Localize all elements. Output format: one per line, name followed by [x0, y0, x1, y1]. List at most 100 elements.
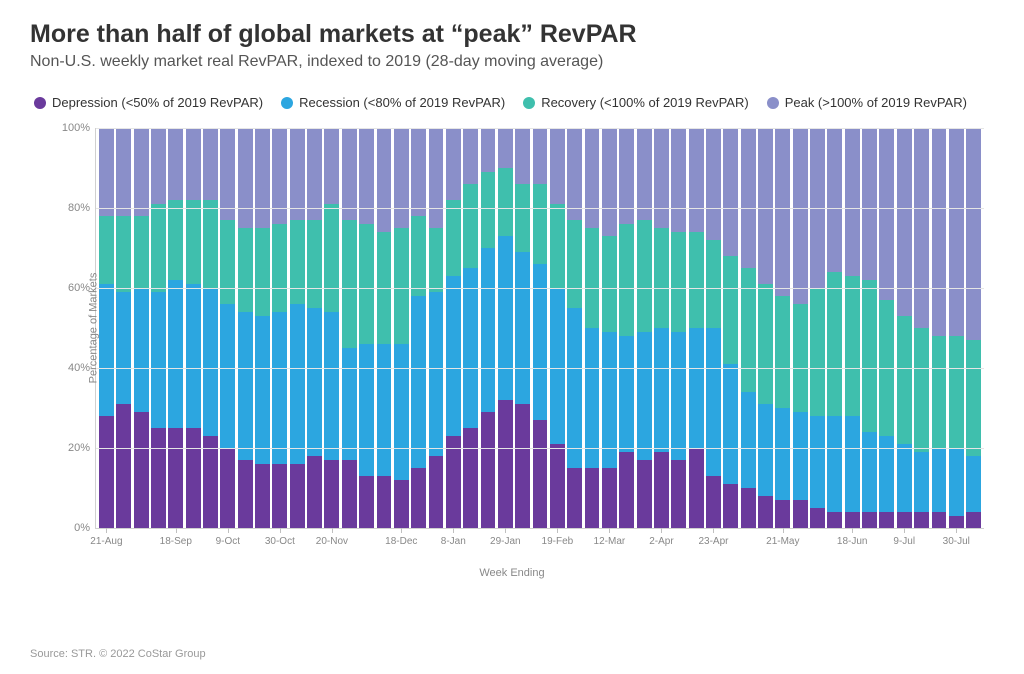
bar-segment-peak: [637, 128, 652, 220]
x-tick-mark: [661, 528, 662, 533]
bar-segment-depression: [220, 448, 235, 528]
bar-segment-recovery: [862, 280, 877, 432]
bar-segment-peak: [723, 128, 738, 256]
bar-segment-peak: [914, 128, 929, 328]
gridline: [96, 288, 984, 289]
bar-segment-depression: [116, 404, 131, 528]
bar-segment-depression: [481, 412, 496, 528]
bar-segment-depression: [689, 448, 704, 528]
bar-segment-recovery: [550, 204, 565, 288]
bar-segment-peak: [689, 128, 704, 232]
bar-column: [186, 128, 201, 528]
bar-segment-peak: [533, 128, 548, 184]
bar-segment-recovery: [463, 184, 478, 268]
bar-segment-peak: [151, 128, 166, 204]
bar-segment-recession: [272, 312, 287, 464]
x-tick-label: 29-Jan: [490, 536, 521, 547]
bar-column: [567, 128, 582, 528]
x-tick-mark: [332, 528, 333, 533]
bar-column: [585, 128, 600, 528]
bar-column: 30-Oct: [272, 128, 287, 528]
bar-segment-recession: [411, 296, 426, 468]
bar-segment-recovery: [151, 204, 166, 292]
bar-segment-peak: [932, 128, 947, 336]
bar-column: 30-Jul: [949, 128, 964, 528]
bar-segment-recovery: [533, 184, 548, 264]
bar-segment-recession: [290, 304, 305, 464]
bar-segment-peak: [879, 128, 894, 300]
bar-column: [723, 128, 738, 528]
chart-page: More than half of global markets at “pea…: [0, 0, 1024, 674]
bar-segment-recovery: [238, 228, 253, 312]
bar-segment-recession: [446, 276, 461, 436]
x-tick-mark: [505, 528, 506, 533]
bar-segment-recovery: [723, 256, 738, 364]
x-tick-label: 20-Nov: [316, 536, 348, 547]
bar-segment-recession: [550, 288, 565, 444]
bar-segment-recession: [689, 328, 704, 448]
bar-segment-recovery: [186, 200, 201, 284]
bar-segment-recovery: [99, 216, 114, 284]
bar-segment-peak: [307, 128, 322, 220]
bar-segment-depression: [671, 460, 686, 528]
bar-segment-depression: [741, 488, 756, 528]
x-tick-mark: [176, 528, 177, 533]
bar-column: [359, 128, 374, 528]
bar-column: [238, 128, 253, 528]
bar-segment-recession: [810, 416, 825, 508]
bar-segment-recession: [116, 292, 131, 404]
bar-column: [758, 128, 773, 528]
bar-segment-peak: [845, 128, 860, 276]
bar-segment-recession: [897, 444, 912, 512]
bar-column: [879, 128, 894, 528]
bar-segment-recovery: [637, 220, 652, 332]
bar-column: [810, 128, 825, 528]
x-tick-mark: [956, 528, 957, 533]
bar-column: 2-Apr: [654, 128, 669, 528]
bar-column: [637, 128, 652, 528]
bar-segment-peak: [324, 128, 339, 204]
x-tick-mark: [453, 528, 454, 533]
bar-column: 23-Apr: [706, 128, 721, 528]
bar-column: [914, 128, 929, 528]
bar-segment-peak: [394, 128, 409, 228]
bar-segment-recession: [723, 364, 738, 484]
bar-segment-depression: [151, 428, 166, 528]
bar-segment-recovery: [914, 328, 929, 452]
bar-column: [932, 128, 947, 528]
bar-segment-depression: [498, 400, 513, 528]
bar-column: [689, 128, 704, 528]
legend-item: Recession (<80% of 2019 RevPAR): [281, 95, 505, 110]
legend-label: Peak (>100% of 2019 RevPAR): [785, 95, 967, 110]
bar-segment-recession: [585, 328, 600, 468]
y-tick-label: 40%: [56, 362, 90, 374]
legend-swatch: [523, 97, 535, 109]
bar-segment-recovery: [498, 168, 513, 236]
bar-segment-recovery: [255, 228, 270, 316]
bar-segment-peak: [741, 128, 756, 268]
bar-segment-recovery: [411, 216, 426, 296]
bar-segment-depression: [932, 512, 947, 528]
x-tick-mark: [609, 528, 610, 533]
bar-segment-recovery: [134, 216, 149, 288]
x-tick-mark: [280, 528, 281, 533]
bar-segment-recession: [671, 332, 686, 460]
gridline: [96, 368, 984, 369]
legend-item: Recovery (<100% of 2019 RevPAR): [523, 95, 749, 110]
bar-segment-peak: [550, 128, 565, 204]
bar-segment-peak: [654, 128, 669, 228]
bar-segment-recession: [619, 336, 634, 452]
x-tick-label: 19-Feb: [542, 536, 574, 547]
bar-segment-depression: [845, 512, 860, 528]
x-tick-label: 30-Jul: [943, 536, 970, 547]
bar-column: 21-Aug: [99, 128, 114, 528]
bar-column: [134, 128, 149, 528]
bar-column: [307, 128, 322, 528]
bar-segment-recovery: [671, 232, 686, 332]
bar-segment-recovery: [932, 336, 947, 448]
bar-segment-depression: [654, 452, 669, 528]
legend-item: Peak (>100% of 2019 RevPAR): [767, 95, 967, 110]
bar-column: [429, 128, 444, 528]
bar-segment-peak: [602, 128, 617, 236]
bar-segment-depression: [862, 512, 877, 528]
